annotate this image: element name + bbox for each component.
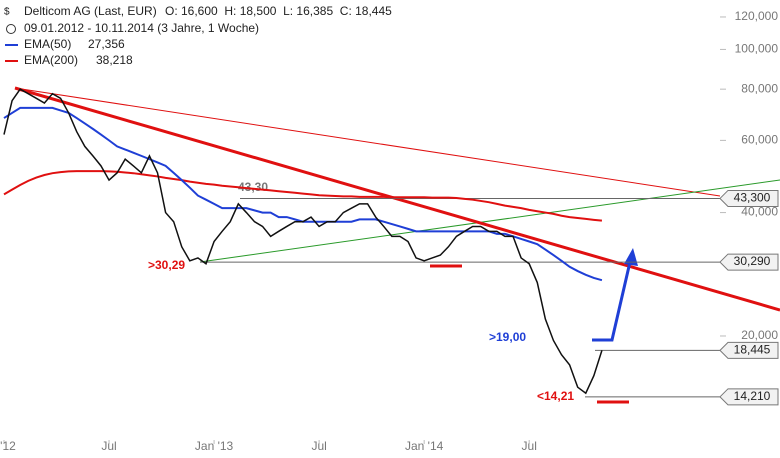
legend-value: 38,218 [96,53,133,67]
x-tick-label: Jan '13 [195,439,234,453]
trend-line [14,86,780,312]
y-tick-label: 100,000 [735,42,779,56]
ohlc: O: 16,600 H: 18,500 L: 16,385 C: 18,445 [165,4,392,18]
price-box [719,253,779,271]
price-box-label: 18,445 [734,343,771,357]
x-tick-label: Jul [101,439,116,453]
arrow-head [624,248,638,266]
y-tick-label: 120,000 [735,9,779,23]
annotation: >19,00 [489,330,526,344]
forecast-arrow [592,261,632,342]
price-box-label: 43,300 [734,191,771,205]
price-line [3,88,603,395]
y-tick-label: 80,000 [741,81,778,95]
y-tick-label: 60,000 [741,133,778,147]
annotation: <14,21 [537,389,574,403]
price-box [719,189,779,207]
legend-value: 27,356 [88,37,125,51]
y-tick-label: 40,000 [741,205,778,219]
icon: $ [4,7,10,18]
trend-line [199,179,780,263]
x-tick-label: Jul [522,439,537,453]
price-box [719,388,779,406]
x-tick-label: '12 [0,439,16,453]
legend-label: EMA(50) [24,37,71,51]
legend-label: EMA(200) [24,53,78,67]
y-tick-label: 20,000 [741,328,778,342]
header: $ Delticom AG (Last, EUR) O: 16,600 H: 1… [4,4,392,67]
x-tick-label: Jan '14 [405,439,444,453]
trend-line [14,87,721,197]
price-box-label: 14,210 [734,389,771,403]
annotation: >30,29 [148,258,185,272]
x-tick-label: Jul [311,439,326,453]
ema-line [3,170,603,222]
price-box [719,341,779,359]
period: 09.01.2012 - 10.11.2014 (3 Jahre, 1 Woch… [24,21,259,35]
price-box-label: 30,290 [734,254,771,268]
clock-icon [6,24,16,34]
annotation: 43,30 [238,180,268,194]
chart-title: Delticom AG (Last, EUR) [24,4,157,18]
